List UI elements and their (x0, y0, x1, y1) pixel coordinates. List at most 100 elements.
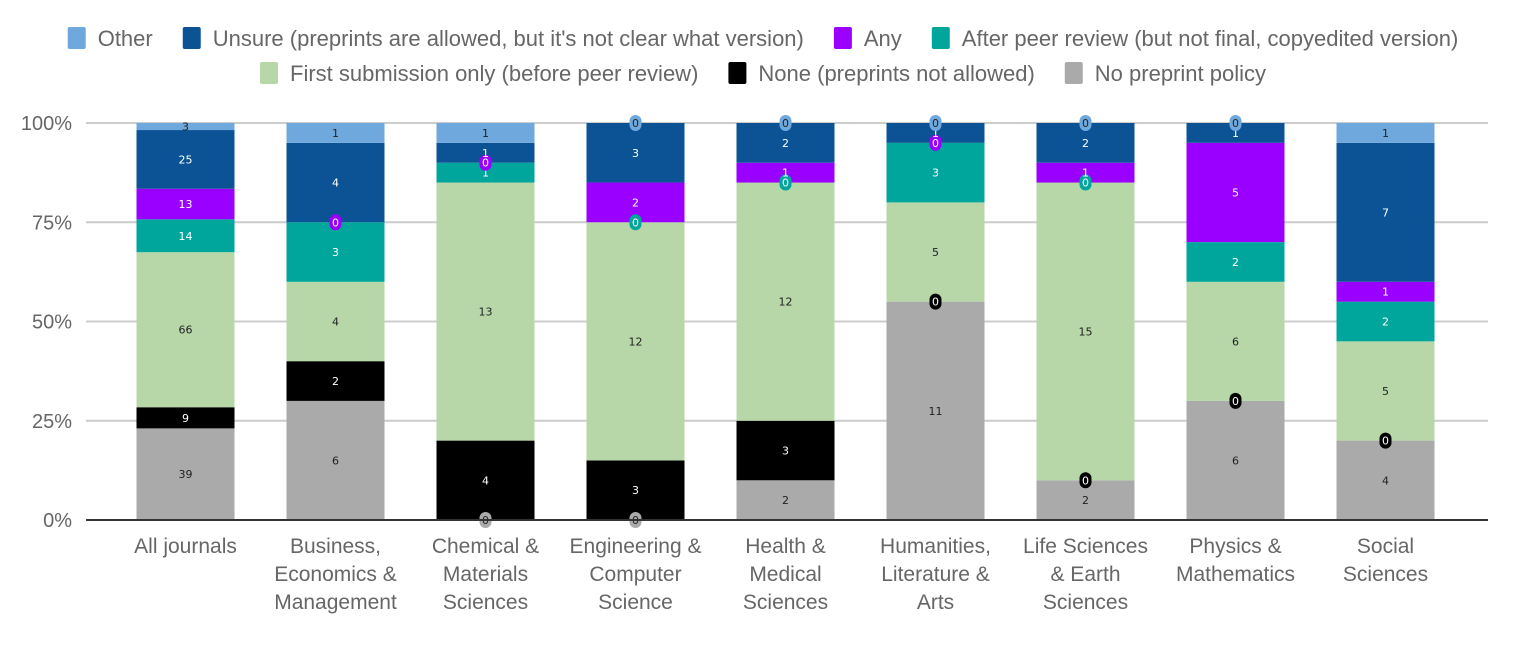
bar-segment-after-peer-review-but-not-final-copyedited-version[interactable] (1186, 242, 1285, 282)
data-label-text: 9 (182, 412, 189, 425)
legend-label: After peer review (but not final, copyed… (962, 26, 1458, 51)
x-tick-label: All journals (134, 535, 237, 558)
bar-segment-unsure-preprints-are-allowed-but-it-s-not-clear-what-version[interactable] (1186, 123, 1285, 143)
data-label: 15 (1079, 325, 1093, 338)
data-label-text: 2 (332, 375, 339, 388)
data-label: 3 (932, 167, 939, 180)
bar-segment-other[interactable] (1336, 123, 1435, 143)
data-label: 2 (782, 137, 789, 150)
data-label-text: 6 (332, 454, 339, 467)
data-label: 7 (1382, 206, 1389, 219)
x-tick-label: Physics & Mathematics (1176, 535, 1295, 586)
data-label: 6 (1232, 454, 1239, 467)
bar-segment-no-preprint-policy[interactable] (1186, 400, 1285, 520)
bar-segment-any[interactable] (1186, 142, 1285, 243)
bar-segment-any[interactable] (1336, 281, 1435, 302)
bar-segment-unsure-preprints-are-allowed-but-it-s-not-clear-what-version[interactable] (136, 130, 235, 189)
legend-swatch (728, 62, 747, 84)
bar-segment-unsure-preprints-are-allowed-but-it-s-not-clear-what-version[interactable] (586, 123, 685, 183)
bar-segment-none-preprints-not-allowed[interactable] (286, 361, 385, 401)
bar-segment-first-submission-only-before-peer-review[interactable] (436, 182, 535, 441)
bar-segment-unsure-preprints-are-allowed-but-it-s-not-clear-what-version[interactable] (286, 142, 385, 223)
y-tick-label: 50% (32, 312, 72, 334)
data-label: 1 (1382, 286, 1389, 299)
data-label: 0 (329, 214, 342, 231)
data-label-text: 6 (1232, 335, 1239, 348)
data-label: 1 (1082, 167, 1089, 180)
bar-segment-after-peer-review-but-not-final-copyedited-version[interactable] (436, 162, 535, 183)
bar-segment-any[interactable] (136, 188, 235, 220)
bar-segment-no-preprint-policy[interactable] (1336, 440, 1435, 520)
data-label: 0 (629, 214, 642, 231)
bar-segment-after-peer-review-but-not-final-copyedited-version[interactable] (886, 142, 985, 203)
data-label-text: 39 (179, 468, 193, 481)
data-label-bubble (929, 115, 942, 131)
bar-segment-first-submission-only-before-peer-review[interactable] (286, 281, 385, 362)
data-label: 3 (332, 246, 339, 259)
data-label-bubble (1229, 115, 1242, 131)
bar-group-life-sciences-earth-sciences (1036, 123, 1135, 520)
legend-item-any[interactable]: Any (833, 26, 902, 51)
data-label-text: 4 (332, 316, 339, 329)
data-label: 1 (1232, 127, 1239, 140)
legend-item-other[interactable]: Other (67, 26, 153, 51)
data-label: 6 (332, 454, 339, 467)
bar-segment-no-preprint-policy[interactable] (286, 400, 385, 520)
bar-segment-none-preprints-not-allowed[interactable] (136, 407, 235, 429)
bar-segment-after-peer-review-but-not-final-copyedited-version[interactable] (286, 222, 385, 282)
bar-segment-after-peer-review-but-not-final-copyedited-version[interactable] (136, 219, 235, 253)
bar-segment-any[interactable] (1036, 162, 1135, 183)
bar-segment-no-preprint-policy[interactable] (736, 480, 835, 520)
bar-group-all-journals (136, 123, 235, 520)
data-label: 5 (932, 246, 939, 259)
legend-swatch (931, 27, 950, 49)
bar-segment-first-submission-only-before-peer-review[interactable] (1186, 281, 1285, 401)
bar-segment-no-preprint-policy[interactable] (136, 428, 235, 520)
data-label: 0 (1079, 115, 1092, 131)
data-label: 0 (779, 115, 792, 131)
bar-group-physics-mathematics (1186, 123, 1285, 520)
legend-item-unsure-preprints-are-allowed-but-it-s-not-clear-what-version[interactable]: Unsure (preprints are allowed, but it's … (182, 26, 804, 51)
bar-segment-none-preprints-not-allowed[interactable] (586, 460, 685, 520)
data-label-text: 3 (182, 121, 189, 134)
bar-segment-other[interactable] (286, 123, 385, 143)
x-tick-label: Life Sciences & Earth Sciences (1023, 535, 1148, 614)
data-label-text: 0 (332, 216, 339, 229)
data-label: 66 (179, 324, 193, 337)
bar-segment-first-submission-only-before-peer-review[interactable] (1036, 182, 1135, 481)
bar-segment-first-submission-only-before-peer-review[interactable] (586, 222, 685, 461)
data-label-text: 5 (1382, 385, 1389, 398)
bar-segment-none-preprints-not-allowed[interactable] (436, 440, 535, 520)
bar-segment-unsure-preprints-are-allowed-but-it-s-not-clear-what-version[interactable] (886, 123, 985, 143)
bar-group-engineering-computer-science (586, 123, 685, 520)
legend-item-after-peer-review-but-not-final-copyedited-version[interactable]: After peer review (but not final, copyed… (931, 26, 1458, 51)
legend-swatch (833, 27, 852, 49)
legend-item-no-preprint-policy[interactable]: No preprint policy (1064, 61, 1266, 86)
data-label-text: 0 (1382, 435, 1389, 448)
bar-segment-other[interactable] (136, 123, 235, 131)
data-label: 1 (782, 167, 789, 180)
data-label-bubble (1079, 472, 1092, 489)
bar-segment-first-submission-only-before-peer-review[interactable] (736, 182, 835, 421)
data-label-text: 0 (482, 157, 489, 170)
bar-segment-no-preprint-policy[interactable] (886, 301, 985, 520)
bar-segment-unsure-preprints-are-allowed-but-it-s-not-clear-what-version[interactable] (1336, 142, 1435, 282)
data-label: 0 (629, 115, 642, 131)
bar-segment-any[interactable] (736, 162, 835, 183)
legend-label: None (preprints not allowed) (758, 61, 1034, 86)
bar-segment-first-submission-only-before-peer-review[interactable] (1336, 341, 1435, 441)
x-tick-label: Social Sciences (1343, 535, 1428, 586)
data-label: 0 (1379, 432, 1392, 449)
bar-segment-first-submission-only-before-peer-review[interactable] (886, 202, 985, 302)
bar-segment-unsure-preprints-are-allowed-but-it-s-not-clear-what-version[interactable] (436, 142, 535, 163)
data-label-text: 6 (1232, 454, 1239, 467)
bar-segment-after-peer-review-but-not-final-copyedited-version[interactable] (1336, 301, 1435, 342)
data-label: 1 (482, 127, 489, 140)
bar-segment-none-preprints-not-allowed[interactable] (736, 420, 835, 481)
bar-segment-first-submission-only-before-peer-review[interactable] (136, 252, 235, 408)
bar-segment-other[interactable] (436, 123, 535, 143)
legend-item-first-submission-only-before-peer-review[interactable]: First submission only (before peer revie… (260, 61, 698, 86)
legend-item-none-preprints-not-allowed[interactable]: None (preprints not allowed) (728, 61, 1035, 86)
data-label-text: 1 (332, 127, 339, 140)
